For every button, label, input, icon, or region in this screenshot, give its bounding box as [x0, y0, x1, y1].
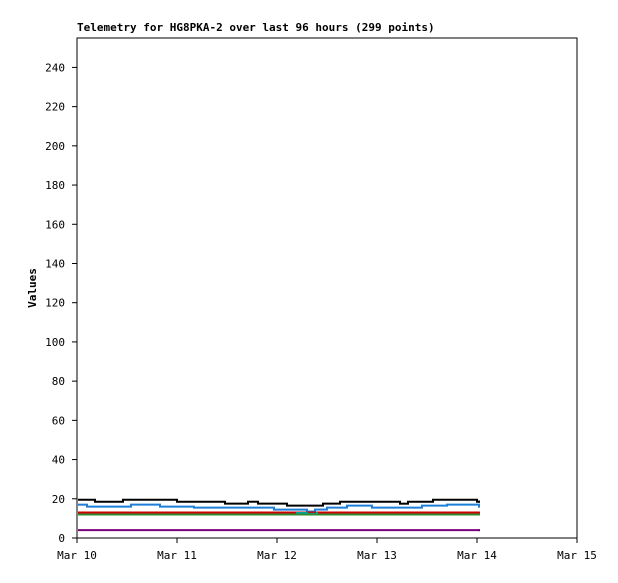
y-tick-label: 80 — [52, 375, 65, 388]
chart-title: Telemetry for HG8PKA-2 over last 96 hour… — [77, 21, 435, 34]
x-tick-label: Mar 15 — [557, 549, 597, 562]
y-tick-label: 240 — [45, 61, 65, 74]
y-tick-label: 100 — [45, 336, 65, 349]
y-tick-label: 140 — [45, 257, 65, 270]
y-tick-label: 180 — [45, 179, 65, 192]
x-tick-label: Mar 11 — [157, 549, 197, 562]
y-tick-label: 220 — [45, 101, 65, 114]
x-tick-label: Mar 10 — [57, 549, 97, 562]
y-tick-label: 40 — [52, 454, 65, 467]
y-tick-label: 0 — [58, 532, 65, 545]
y-axis-label: Values — [26, 268, 39, 308]
x-tick-label: Mar 14 — [457, 549, 497, 562]
y-tick-label: 20 — [52, 493, 65, 506]
y-tick-label: 60 — [52, 414, 65, 427]
x-tick-label: Mar 13 — [357, 549, 397, 562]
plot-frame — [76, 37, 578, 539]
y-tick-label: 160 — [45, 218, 65, 231]
x-tick-label: Mar 12 — [257, 549, 297, 562]
y-tick-label: 200 — [45, 140, 65, 153]
y-tick-label: 120 — [45, 297, 65, 310]
